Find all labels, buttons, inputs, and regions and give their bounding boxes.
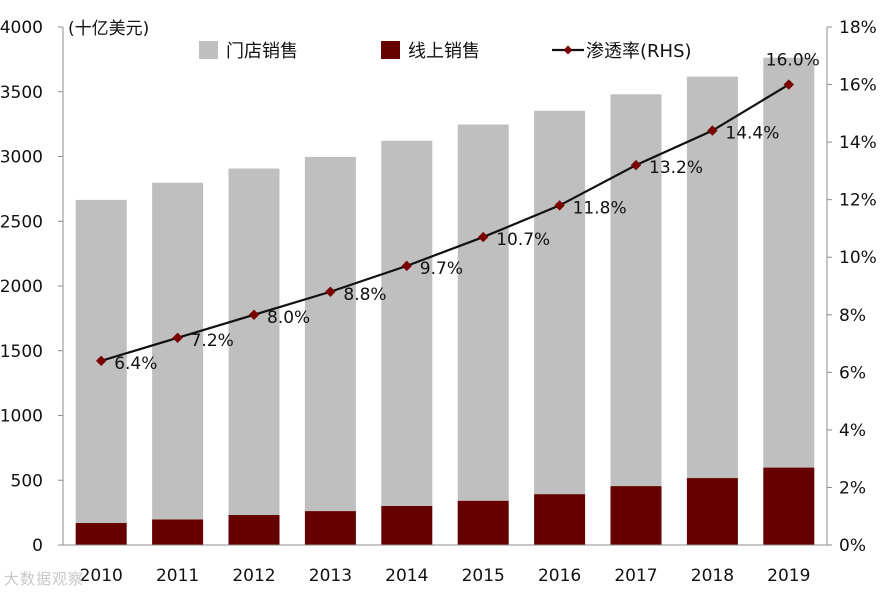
bar-online-2012 [228,514,280,545]
y-left-tick-label: 2500 [0,212,43,232]
x-tick-label-2011: 2011 [156,566,199,586]
penetration-point-2011 [172,332,183,344]
penetration-label-2016: 11.8% [573,198,627,218]
penetration-label-2017: 13.2% [649,158,703,178]
penetration-point-2017 [630,159,642,171]
bar-store-2016 [534,110,586,495]
penetration-label-2019: 16.0% [766,51,820,71]
bar-online-2013 [304,511,356,545]
y-right-tick-label: 0% [839,536,866,556]
bar-store-2012 [228,168,280,515]
penetration-label-2011: 7.2% [191,331,234,351]
watermark: 大数据观察 [4,570,85,588]
legend-swatch-online [381,41,400,59]
legend-label-penetration: 渗透率(RHS) [586,41,692,62]
penetration-label-2018: 14.4% [725,124,779,144]
bar-online-2014 [381,505,433,545]
penetration-label-2015: 10.7% [496,230,550,250]
x-tick-label-2010: 2010 [80,566,123,586]
bar-online-2016 [534,494,586,545]
y-left-tick-label: 0 [32,536,43,556]
x-tick-label-2014: 2014 [385,566,428,586]
bar-online-2018 [686,478,738,545]
legend-marker-penetration [563,45,573,55]
bar-store-2019 [763,57,815,468]
bar-online-2019 [763,467,815,545]
penetration-line [100,83,790,362]
bars-layer [75,57,815,545]
penetration-point-2018 [707,125,718,136]
bar-store-2018 [686,76,738,479]
penetration-point-2015 [477,231,489,243]
y-left-tick-label: 3500 [0,83,43,103]
penetration-point-2010 [95,355,107,367]
x-tick-label-2015: 2015 [462,566,505,586]
y-left-tick-label: 1500 [0,342,43,362]
y-left-tick-label: 500 [11,471,43,491]
y-right-tick-label: 8% [839,306,866,326]
y-left-tick-label: 3000 [0,148,43,168]
bar-store-2015 [457,124,509,501]
y-right-tick-label: 2% [839,478,866,498]
axes-layer: 0 500 1000 1500 2000 2500 3000 3500 4000 0% 2% 4% 6%… [0,18,877,586]
legend-swatch-store [199,41,218,59]
x-tick-label-2012: 2012 [232,566,275,586]
y-left-tick-label: 2000 [0,277,43,297]
legend-label-online: 线上销售 [408,41,480,62]
bar-store-2014 [381,140,433,506]
unit-label: (十亿美元) [68,19,149,39]
penetration-point-2012 [248,309,260,320]
bar-online-2015 [457,500,509,545]
x-tick-label-2017: 2017 [614,566,657,586]
x-tick-label-2016: 2016 [538,566,581,586]
penetration-point-2014 [401,260,413,272]
penetration-label-2012: 8.0% [267,308,310,328]
bar-online-2011 [152,519,204,545]
y-right-tick-label: 12% [839,191,877,211]
y-left-tick-label: 4000 [0,18,43,38]
legend: 门店销售 线上销售 渗透率(RHS) [199,41,692,62]
penetration-line-layer: 6.4% 7.2% 8.0% 8.8% 9.7% 10.7% 11.8% 13.2% 14.4%… [95,51,820,374]
bar-store-2017 [610,94,662,487]
bar-store-2011 [152,182,204,520]
y-left-tick-label: 1000 [0,407,43,427]
penetration-point-2019 [783,79,795,90]
y-right-tick-label: 14% [839,133,877,153]
penetration-point-2016 [554,200,565,211]
penetration-label-2010: 6.4% [114,354,157,374]
y-right-tick-label: 10% [839,248,877,268]
bar-store-2013 [304,156,356,512]
penetration-label-2014: 9.7% [420,259,463,279]
x-tick-label-2018: 2018 [691,566,734,586]
bar-online-2017 [610,486,662,545]
legend-label-store: 门店销售 [226,41,298,62]
x-tick-label-2019: 2019 [767,566,810,586]
penetration-point-2013 [325,286,336,297]
penetration-label-2013: 8.8% [343,285,386,305]
y-right-tick-label: 16% [839,76,877,96]
bar-online-2010 [75,522,127,545]
x-tick-label-2013: 2013 [309,566,352,586]
y-right-tick-label: 18% [839,18,877,38]
y-right-tick-label: 6% [839,363,866,383]
y-right-tick-label: 4% [839,421,866,441]
